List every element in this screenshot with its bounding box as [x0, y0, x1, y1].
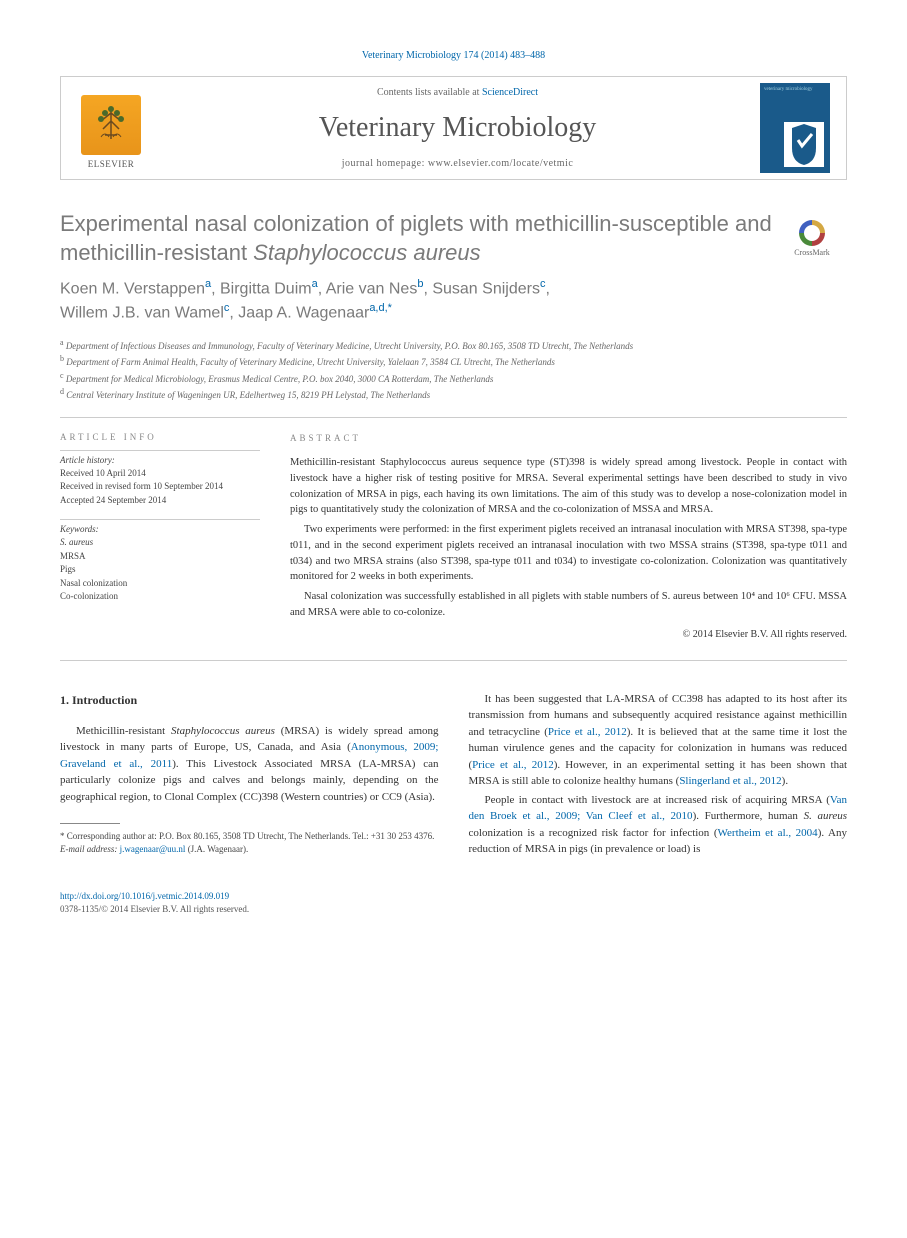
- article-info-heading: ARTICLE INFO: [60, 432, 260, 442]
- homepage-prefix: journal homepage:: [342, 158, 428, 169]
- keyword-2: MRSA: [60, 550, 260, 564]
- article-info: ARTICLE INFO Article history: Received 1…: [60, 432, 260, 642]
- intro-p1: Methicillin-resistant Staphylococcus aur…: [60, 723, 439, 806]
- footnotes: * Corresponding author at: P.O. Box 80.1…: [60, 830, 439, 855]
- revised-date: Received in revised form 10 September 20…: [60, 480, 260, 494]
- section-1-heading: 1. Introduction: [60, 691, 439, 709]
- corresponding-author: * Corresponding author at: P.O. Box 80.1…: [60, 830, 439, 843]
- abstract-heading: ABSTRACT: [290, 432, 847, 446]
- publisher-logo-block: ELSEVIER: [61, 77, 161, 179]
- author-3-aff[interactable]: b: [417, 278, 423, 290]
- column-left: 1. Introduction Methicillin-resistant St…: [60, 691, 439, 860]
- keyword-5: Co-colonization: [60, 590, 260, 604]
- intro-p2: It has been suggested that LA-MRSA of CC…: [469, 691, 848, 790]
- title-species: Staphylococcus aureus: [253, 240, 480, 265]
- affiliation-a: Department of Infectious Diseases and Im…: [66, 341, 633, 351]
- p3-species: S. aureus: [804, 810, 847, 822]
- author-4-aff[interactable]: c: [540, 278, 546, 290]
- abstract-copyright: © 2014 Elsevier B.V. All rights reserved…: [290, 627, 847, 642]
- doi-link[interactable]: http://dx.doi.org/10.1016/j.vetmic.2014.…: [60, 891, 229, 901]
- abstract-p3: Nasal colonization was successfully esta…: [290, 589, 847, 621]
- abstract-p1: Methicillin-resistant Staphylococcus aur…: [290, 455, 847, 518]
- email-suffix: (J.A. Wagenaar).: [185, 844, 248, 854]
- citation-price-2012b[interactable]: Price et al., 2012: [472, 759, 554, 771]
- elsevier-tree-icon: [91, 103, 131, 143]
- column-right: It has been suggested that LA-MRSA of CC…: [469, 691, 848, 860]
- article-title: Experimental nasal colonization of pigle…: [60, 210, 847, 267]
- elsevier-logo[interactable]: [81, 95, 141, 155]
- footnote-separator: [60, 823, 120, 824]
- citation-price-2012a[interactable]: Price et al., 2012: [548, 726, 627, 738]
- keywords-label: Keywords:: [60, 524, 260, 534]
- p3-a: People in contact with livestock are at …: [485, 794, 830, 806]
- author-2-aff[interactable]: a: [312, 278, 318, 290]
- journal-homepage: journal homepage: www.elsevier.com/locat…: [161, 158, 754, 169]
- author-4: Susan Snijders: [432, 281, 540, 298]
- author-1-aff[interactable]: a: [205, 278, 211, 290]
- crossmark-label: CrossMark: [777, 248, 847, 257]
- accepted-date: Accepted 24 September 2014: [60, 494, 260, 508]
- email-label: E-mail address:: [60, 844, 120, 854]
- top-citation: Veterinary Microbiology 174 (2014) 483–4…: [60, 50, 847, 61]
- journal-name: Veterinary Microbiology: [161, 112, 754, 144]
- affiliations: a Department of Infectious Diseases and …: [60, 337, 847, 418]
- p3-c: colonization is a recognized risk factor…: [469, 827, 718, 839]
- sciencedirect-link[interactable]: ScienceDirect: [482, 87, 538, 98]
- affiliation-d: Central Veterinary Institute of Wagening…: [66, 390, 430, 400]
- cover-art: [784, 122, 824, 167]
- abstract-p2: Two experiments were performed: in the f…: [290, 522, 847, 585]
- journal-cover-thumb: veterinary microbiology: [754, 77, 846, 179]
- keyword-3: Pigs: [60, 563, 260, 577]
- history-label: Article history:: [60, 455, 260, 465]
- author-5: Willem J.B. van Wamel: [60, 304, 224, 321]
- crossmark-icon: [799, 220, 825, 246]
- crossmark-badge[interactable]: CrossMark: [777, 220, 847, 257]
- cover-title: veterinary microbiology: [764, 87, 812, 92]
- author-list: Koen M. Verstappena, Birgitta Duima, Ari…: [60, 277, 847, 324]
- p3-b: ). Furthermore, human: [693, 810, 804, 822]
- p1-a: Methicillin-resistant: [76, 725, 171, 737]
- received-date: Received 10 April 2014: [60, 467, 260, 481]
- author-6-aff[interactable]: a,d,*: [369, 302, 392, 314]
- citation-wertheim-2004[interactable]: Wertheim et al., 2004: [718, 827, 818, 839]
- affiliation-b: Department of Farm Animal Health, Facult…: [66, 357, 555, 367]
- abstract: ABSTRACT Methicillin-resistant Staphyloc…: [290, 432, 847, 642]
- author-6: Jaap A. Wagenaar: [238, 304, 369, 321]
- author-email-link[interactable]: j.wagenaar@uu.nl: [120, 844, 186, 854]
- p2-d: ).: [782, 775, 788, 787]
- publisher-name: ELSEVIER: [88, 159, 135, 169]
- affiliation-c: Department for Medical Microbiology, Era…: [66, 374, 494, 384]
- p1-species: Staphylococcus aureus: [171, 725, 275, 737]
- body-text: 1. Introduction Methicillin-resistant St…: [60, 691, 847, 860]
- intro-p3: People in contact with livestock are at …: [469, 792, 848, 858]
- keyword-1: S. aureus: [60, 537, 93, 547]
- author-5-aff[interactable]: c: [224, 302, 230, 314]
- issn-copyright: 0378-1135/© 2014 Elsevier B.V. All right…: [60, 904, 249, 914]
- author-2: Birgitta Duim: [220, 281, 312, 298]
- bottom-meta: http://dx.doi.org/10.1016/j.vetmic.2014.…: [60, 890, 847, 917]
- contents-prefix: Contents lists available at: [377, 87, 482, 98]
- author-1: Koen M. Verstappen: [60, 281, 205, 298]
- journal-header: ELSEVIER Contents lists available at Sci…: [60, 76, 847, 180]
- homepage-url[interactable]: www.elsevier.com/locate/vetmic: [428, 158, 573, 169]
- keyword-4: Nasal colonization: [60, 577, 260, 591]
- citation-slingerland-2012[interactable]: Slingerland et al., 2012: [679, 775, 781, 787]
- contents-available: Contents lists available at ScienceDirec…: [161, 87, 754, 98]
- author-3: Arie van Nes: [326, 281, 418, 298]
